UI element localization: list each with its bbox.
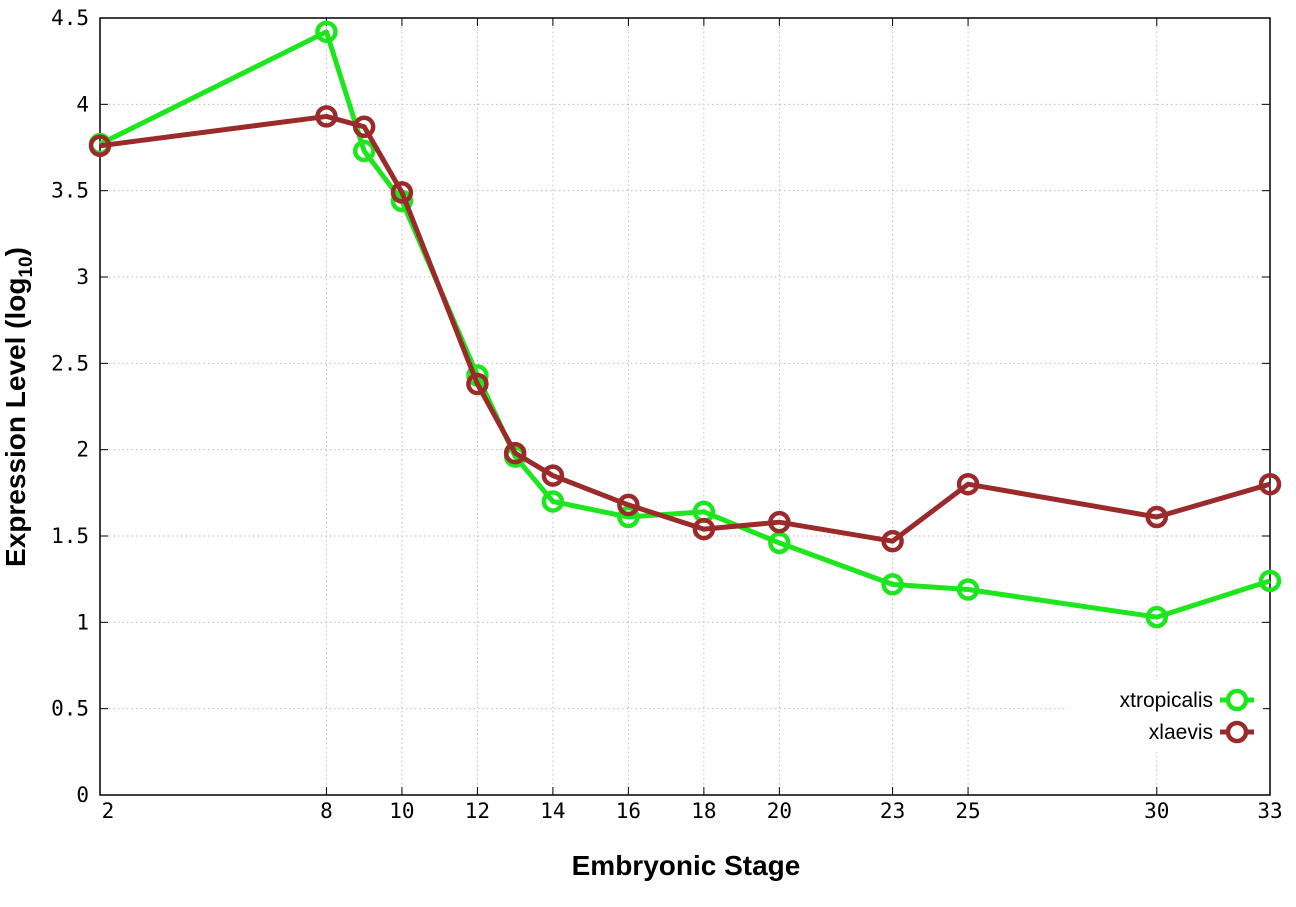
data-point-xlaevis bbox=[1145, 505, 1169, 529]
series-line-xtropicalis bbox=[98, 29, 1271, 620]
legend-swatch-marker bbox=[1225, 720, 1249, 744]
y-tick-label: 4 bbox=[76, 92, 89, 116]
series-line-xlaevis bbox=[99, 113, 1271, 544]
grid bbox=[100, 18, 1270, 795]
data-point-xlaevis bbox=[503, 441, 527, 465]
x-tick-label: 16 bbox=[616, 799, 641, 823]
legend-item-xtropicalis: xtropicalis bbox=[1120, 688, 1254, 712]
y-axis-title: Expression Level (log10) bbox=[0, 247, 37, 567]
x-tick-label: 12 bbox=[465, 799, 490, 823]
data-point-xlaevis bbox=[88, 134, 112, 158]
data-point-xtropicalis bbox=[352, 139, 376, 163]
data-point-xtropicalis bbox=[881, 573, 904, 596]
series-xlaevis bbox=[88, 105, 1282, 553]
data-point-xlaevis bbox=[1258, 472, 1282, 496]
axis-ticks: 2 8 10 12 14 16 18 20 23 25 30 33 0 0.5 1 1.5 2 2.5 3 3.5 4 4… bbox=[51, 6, 1283, 823]
data-point-xtropicalis bbox=[956, 578, 980, 601]
data-point-xlaevis bbox=[541, 464, 565, 487]
y-tick-label: 3 bbox=[76, 265, 89, 289]
y-tick-label: 1.5 bbox=[51, 524, 89, 548]
data-point-xlaevis bbox=[768, 510, 791, 534]
data-point-xtropicalis bbox=[315, 20, 338, 44]
y-tick-label: 1 bbox=[76, 610, 89, 634]
data-point-xlaevis bbox=[390, 181, 414, 204]
x-tick-label: 20 bbox=[767, 799, 792, 823]
x-tick-label: 2 bbox=[102, 799, 115, 823]
data-point-xlaevis bbox=[881, 529, 904, 553]
data-point-xlaevis bbox=[352, 115, 376, 139]
y-tick-label: 3.5 bbox=[51, 179, 89, 203]
legend-label: xtropicalis bbox=[1120, 689, 1213, 712]
legend-label: xlaevis bbox=[1149, 721, 1213, 744]
y-tick-label: 0.5 bbox=[51, 697, 89, 721]
x-tick-label: 30 bbox=[1144, 799, 1169, 823]
data-point-xtropicalis bbox=[1145, 605, 1169, 629]
y-axis-title-close: ) bbox=[0, 247, 31, 256]
x-tick-label: 18 bbox=[691, 799, 716, 823]
data-point-xtropicalis bbox=[541, 490, 565, 513]
y-tick-label: 0 bbox=[76, 783, 89, 807]
y-tick-label: 2 bbox=[76, 438, 89, 462]
series-lines bbox=[88, 20, 1282, 629]
legend-swatch-marker bbox=[1225, 688, 1249, 712]
y-axis-title-main: Expression Level (log bbox=[0, 278, 31, 567]
x-tick-label: 8 bbox=[320, 799, 333, 823]
plot-frame bbox=[99, 17, 1271, 796]
y-axis-title-subscript: 10 bbox=[16, 256, 37, 277]
data-point-xlaevis bbox=[466, 372, 489, 396]
data-point-xlaevis bbox=[692, 517, 716, 541]
x-tick-label: 14 bbox=[540, 799, 565, 823]
data-point-xlaevis bbox=[315, 105, 338, 128]
y-tick-label: 2.5 bbox=[51, 351, 89, 375]
x-tick-label: 25 bbox=[955, 799, 980, 823]
y-tick-label: 4.5 bbox=[51, 6, 89, 30]
data-point-xtropicalis bbox=[768, 531, 791, 555]
data-point-xtropicalis bbox=[617, 505, 640, 529]
data-point-xlaevis bbox=[956, 472, 980, 496]
x-axis-title: Embryonic Stage bbox=[572, 850, 801, 881]
series-xtropicalis bbox=[88, 20, 1282, 629]
x-tick-label: 10 bbox=[389, 799, 414, 823]
x-tick-label: 23 bbox=[880, 799, 905, 823]
x-tick-label: 33 bbox=[1257, 799, 1282, 823]
legend: xtropicalis xlaevis bbox=[1068, 680, 1263, 752]
legend-item-xlaevis: xlaevis bbox=[1149, 720, 1254, 744]
data-point-xlaevis bbox=[617, 493, 640, 517]
data-point-xtropicalis bbox=[1258, 569, 1282, 593]
